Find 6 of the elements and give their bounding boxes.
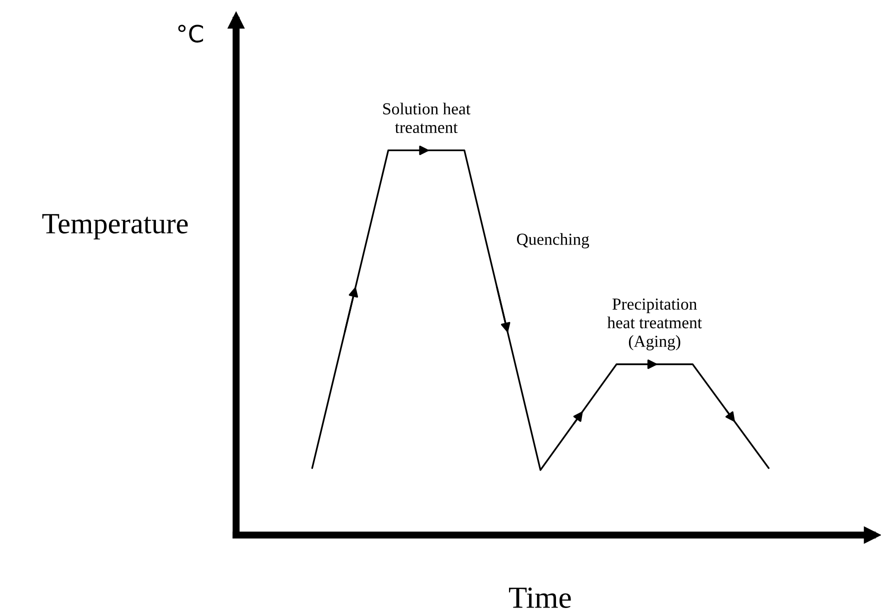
annotation: Quenching bbox=[516, 233, 590, 248]
text: Solution heat treatment bbox=[383, 102, 470, 134]
x-axis-title: Time bbox=[509, 587, 571, 608]
y-axis-title: Temperature bbox=[42, 214, 188, 240]
text: °C bbox=[178, 24, 204, 43]
annotation: Precipitation heat treatment (Aging) bbox=[607, 298, 702, 350]
